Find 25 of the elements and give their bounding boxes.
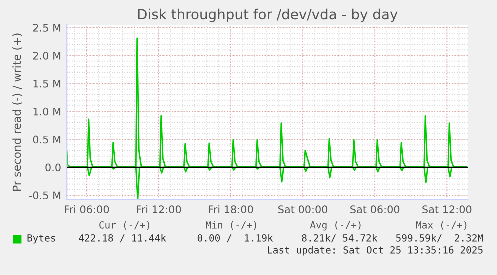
y-tick-label: -0.5 M (29, 192, 61, 200)
text: 422.18 / 11.44k (79, 234, 166, 243)
x-tick-label: Sat 06:00 (350, 206, 400, 214)
y-tick-label: 0.5 M (33, 136, 61, 144)
text: Max (-/+) (416, 221, 467, 230)
x-tick-label: Fri 06:00 (65, 205, 110, 214)
text: Last update: Sat Oct 25 13:35:16 2025 (268, 246, 483, 256)
y-tick-label: 2.5 M (33, 24, 61, 32)
text: 8.21k/ 54.72k (302, 234, 378, 243)
y-tick-label: 0.0 (46, 164, 61, 172)
x-tick-label: Fri 18:00 (209, 205, 254, 214)
text: Cur (-/+) (100, 221, 150, 230)
text: Min (-/+) (206, 221, 256, 230)
text: Avg (-/+) (310, 221, 361, 231)
y-tick-label: 1.5 M (34, 80, 61, 88)
y-tick-label: 2.0 M (33, 52, 61, 60)
x-tick-label: Fri 12:00 (137, 205, 182, 214)
legend-label: Bytes (28, 234, 56, 244)
x-tick-label: Sat 12:00 (422, 206, 472, 214)
chart-title: Disk throughput for /dev/vda - by day (138, 8, 398, 22)
y-tick-label: 1.0 M (34, 108, 61, 116)
y-axis-title: Pr second read (-) / write (+) (12, 34, 23, 192)
text: 599.59k/ 2.32M (396, 234, 484, 243)
x-tick-label: Sat 00:00 (278, 206, 328, 214)
text: 0.00 / 1.19k (198, 234, 274, 243)
